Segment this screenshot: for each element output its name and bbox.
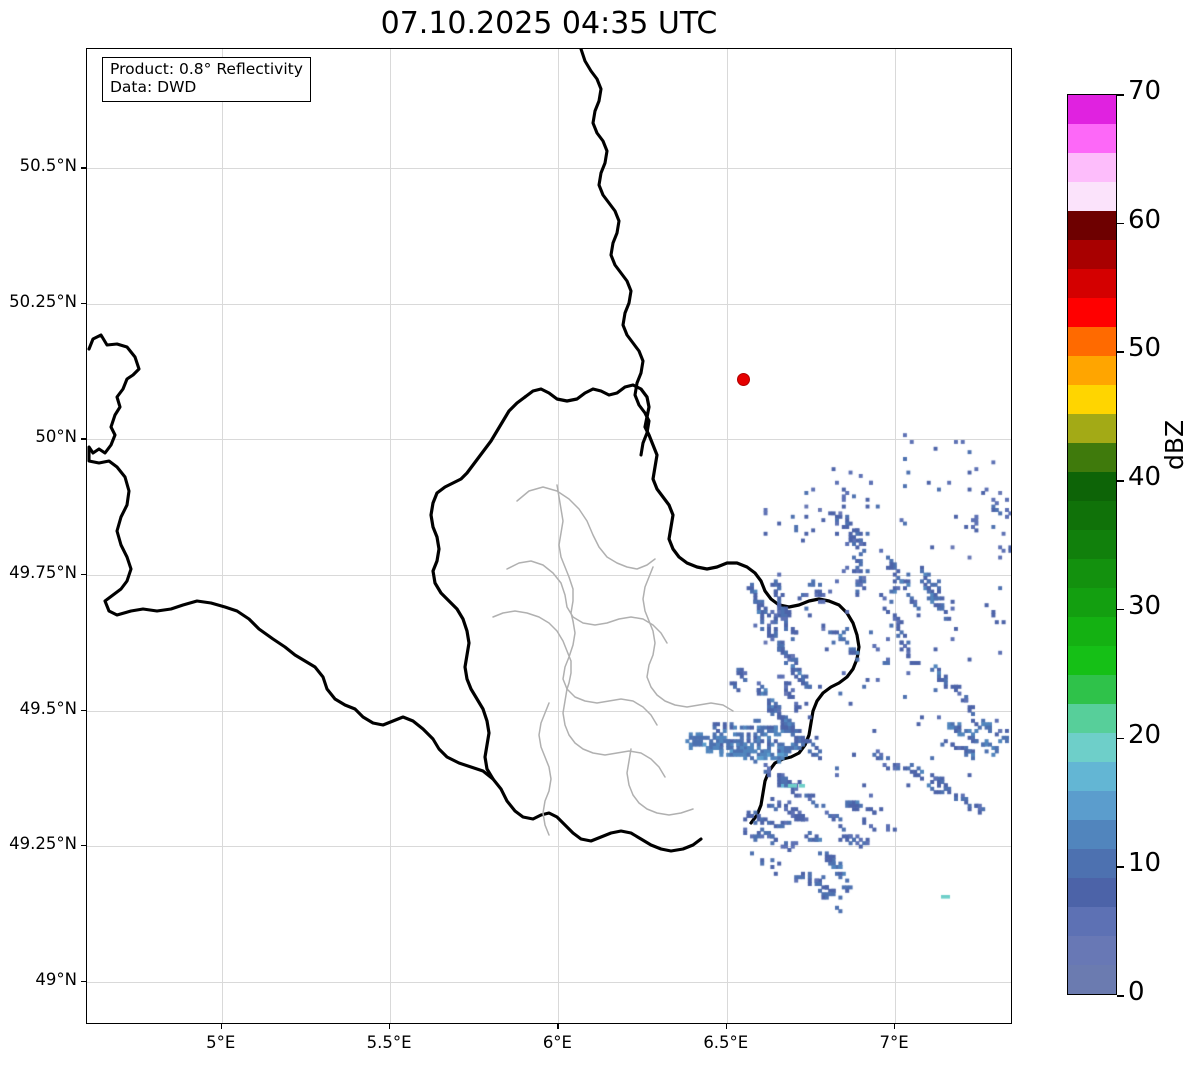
colorbar-band [1068,355,1116,385]
colorbar-band [1068,181,1116,211]
x-axis-tick-label: 6°E [542,1033,572,1052]
y-axis-tick-mark [81,438,86,440]
colorbar-band [1068,674,1116,704]
colorbar-tick-label: 0 [1128,977,1145,1007]
colorbar-tick-mark [1117,608,1124,611]
y-axis-tick-mark [81,302,86,305]
colorbar-band [1068,500,1116,530]
radar-map-plot: Product: 0.8° Reflectivity Data: DWD [86,48,1012,1024]
colorbar-band [1068,268,1116,298]
y-axis-tick-label: 49°N [35,969,77,989]
colorbar-band [1068,732,1116,762]
page-title: 07.10.2025 04:35 UTC [380,6,718,41]
colorbar-tick-label: 40 [1128,462,1162,493]
x-axis-tick-mark [557,1024,559,1029]
colorbar-tick-mark [1117,351,1124,353]
x-axis-tick-label: 5°E [206,1033,236,1052]
colorbar-tick-label: 30 [1128,590,1162,621]
colorbar-tick-label: 60 [1128,204,1162,235]
data-source-line: Data: DWD [110,77,197,96]
colorbar-tick-mark [1117,222,1124,225]
y-axis-tick-label: 50°N [35,427,77,447]
colorbar-band [1068,326,1116,356]
colorbar-tick-mark [1117,480,1124,482]
product-line: Product: 0.8° Reflectivity [110,60,303,78]
colorbar-tick-label: 50 [1128,333,1162,364]
y-axis-tick-label: 49.25°N [9,834,77,854]
colorbar [1067,94,1117,995]
colorbar-band [1068,471,1116,501]
colorbar-band [1068,587,1116,617]
colorbar-tick-mark [1117,995,1124,997]
colorbar-tick-label: 20 [1128,719,1162,750]
y-axis-tick-label: 50.25°N [9,291,77,311]
colorbar-band [1068,297,1116,327]
x-axis-tick-mark [894,1024,896,1029]
colorbar-band [1068,645,1116,675]
y-axis-tick-mark [81,980,86,982]
colorbar-band [1068,210,1116,240]
y-axis-tick-mark [81,167,86,169]
plot-inner: Product: 0.8° Reflectivity Data: DWD [87,49,1011,1023]
colorbar-band [1068,761,1116,791]
colorbar-band [1068,384,1116,414]
colorbar-band [1068,935,1116,965]
radar-site-marker [737,373,751,387]
colorbar-tick-mark [1117,737,1124,740]
y-axis-tick-mark [81,845,86,847]
colorbar-band [1068,906,1116,936]
colorbar-band [1068,529,1116,559]
radar-reflectivity-layer [87,49,1011,1023]
x-axis-tick-mark [220,1024,223,1029]
colorbar-tick-label: 10 [1128,848,1162,879]
colorbar-band [1068,616,1116,646]
colorbar-band [1068,790,1116,820]
x-axis-tick-label: 6.5°E [703,1033,749,1052]
colorbar-tick-label: 70 [1128,76,1162,106]
colorbar-tick-mark [1117,866,1124,868]
colorbar-band [1068,819,1116,849]
colorbar-band [1068,703,1116,733]
colorbar-gradient [1067,94,1117,995]
y-axis-tick-label: 49.75°N [9,562,77,582]
y-axis-tick-mark [81,709,86,711]
colorbar-band [1068,558,1116,588]
colorbar-band [1068,964,1116,994]
y-axis-tick-label: 50.5°N [19,156,77,176]
product-info-box: Product: 0.8° Reflectivity Data: DWD [102,57,311,102]
y-axis-tick-mark [81,574,86,576]
colorbar-band [1068,239,1116,269]
colorbar-band [1068,848,1116,878]
colorbar-band [1068,123,1116,153]
x-axis-tick-mark [725,1024,728,1029]
x-axis-tick-label: 5.5°E [366,1033,412,1052]
colorbar-tick-mark [1117,94,1124,96]
y-axis-tick-label: 49.5°N [19,698,77,718]
x-axis-tick-mark [389,1024,391,1029]
x-axis-tick-label: 7°E [879,1033,909,1052]
colorbar-band [1068,152,1116,182]
colorbar-band [1068,442,1116,472]
colorbar-title: dBZ [1160,419,1189,470]
colorbar-band [1068,413,1116,443]
colorbar-band [1068,95,1116,124]
colorbar-band [1068,877,1116,907]
